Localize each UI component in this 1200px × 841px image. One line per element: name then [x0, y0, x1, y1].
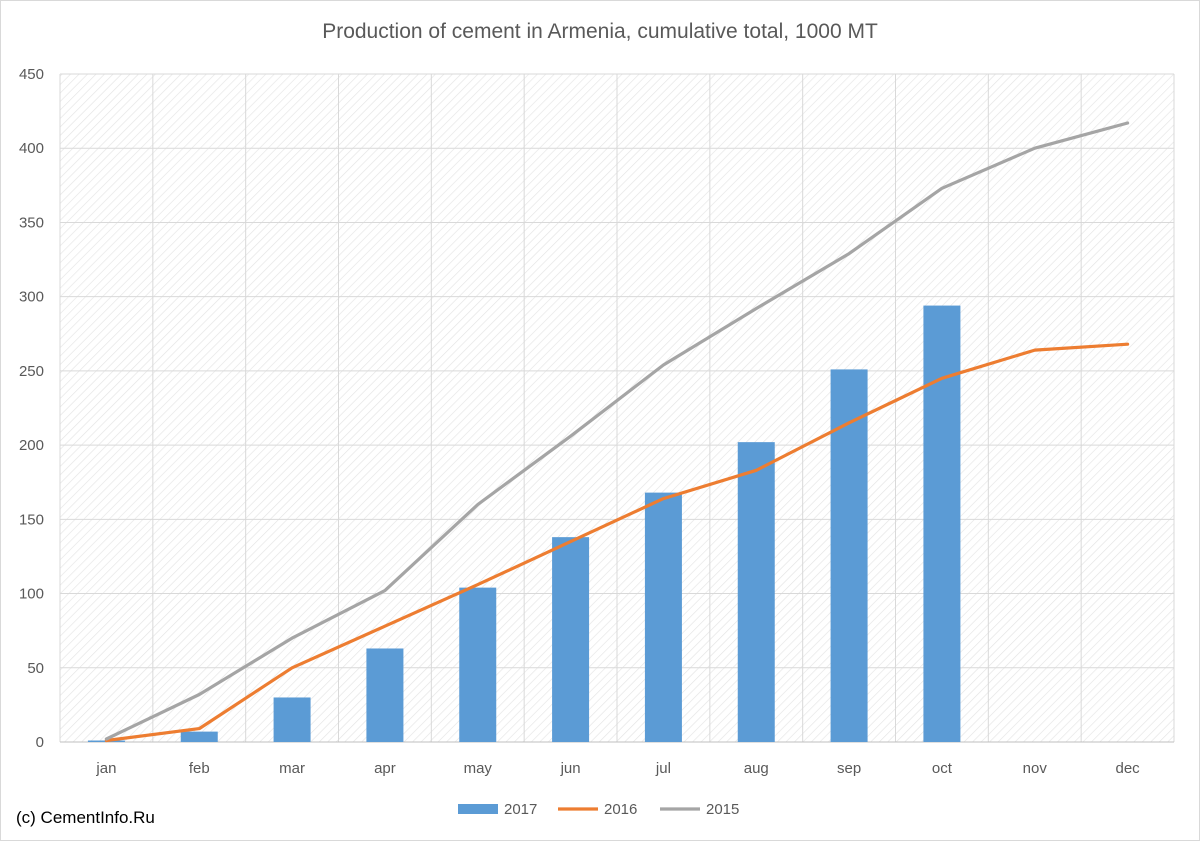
credit-text: (c) CementInfo.Ru — [16, 808, 155, 827]
legend-label-2015: 2015 — [706, 801, 739, 818]
bar-2017-may — [459, 587, 497, 742]
line-series-2015 — [104, 121, 1130, 741]
x-tick-label: jan — [95, 760, 116, 777]
bar-2017-jun — [552, 537, 590, 742]
bar-2017-sep — [830, 369, 868, 742]
bars-2017 — [87, 305, 961, 742]
legend: 2017 2016 2015 — [458, 801, 739, 818]
x-tick-label: jul — [655, 760, 671, 777]
axes: 0 50 100 150 200 250 300 350 400 450 jan feb mar apr m… — [19, 66, 1174, 777]
bar-2017-mar — [273, 697, 311, 742]
bar-2017-feb — [180, 731, 218, 742]
chart-title: Production of cement in Armenia, cumulat… — [322, 20, 878, 43]
x-tick-label: sep — [837, 760, 861, 777]
x-tick-label: apr — [374, 760, 396, 777]
gridlines — [59, 73, 1175, 742]
y-tick-label: 250 — [19, 363, 44, 380]
x-tick-label: mar — [279, 760, 305, 777]
y-tick-label: 300 — [19, 289, 44, 306]
x-tick-label: may — [464, 760, 493, 777]
y-tick-label: 0 — [36, 734, 44, 751]
legend-label-2016: 2016 — [604, 801, 637, 818]
line-series-2016 — [104, 342, 1130, 743]
bar-2017-apr — [366, 648, 404, 742]
x-tick-label: oct — [932, 760, 953, 777]
y-tick-label: 400 — [19, 140, 44, 157]
bar-2017-aug — [737, 442, 775, 742]
bar-2017-jul — [644, 492, 682, 742]
x-tick-label: jun — [560, 760, 581, 777]
y-tick-label: 200 — [19, 437, 44, 454]
x-tick-label: aug — [744, 760, 769, 777]
y-tick-label: 100 — [19, 586, 44, 603]
y-tick-label: 150 — [19, 511, 44, 528]
lines — [104, 121, 1130, 743]
y-tick-label: 350 — [19, 214, 44, 231]
bar-2017-oct — [923, 305, 961, 742]
y-tick-label: 50 — [27, 660, 44, 677]
legend-label-2017: 2017 — [504, 801, 537, 818]
legend-swatch-2017 — [458, 804, 498, 814]
y-tick-label: 450 — [19, 66, 44, 83]
x-tick-label: dec — [1115, 760, 1140, 777]
x-tick-label: feb — [189, 760, 210, 777]
x-tick-label: nov — [1023, 760, 1048, 777]
